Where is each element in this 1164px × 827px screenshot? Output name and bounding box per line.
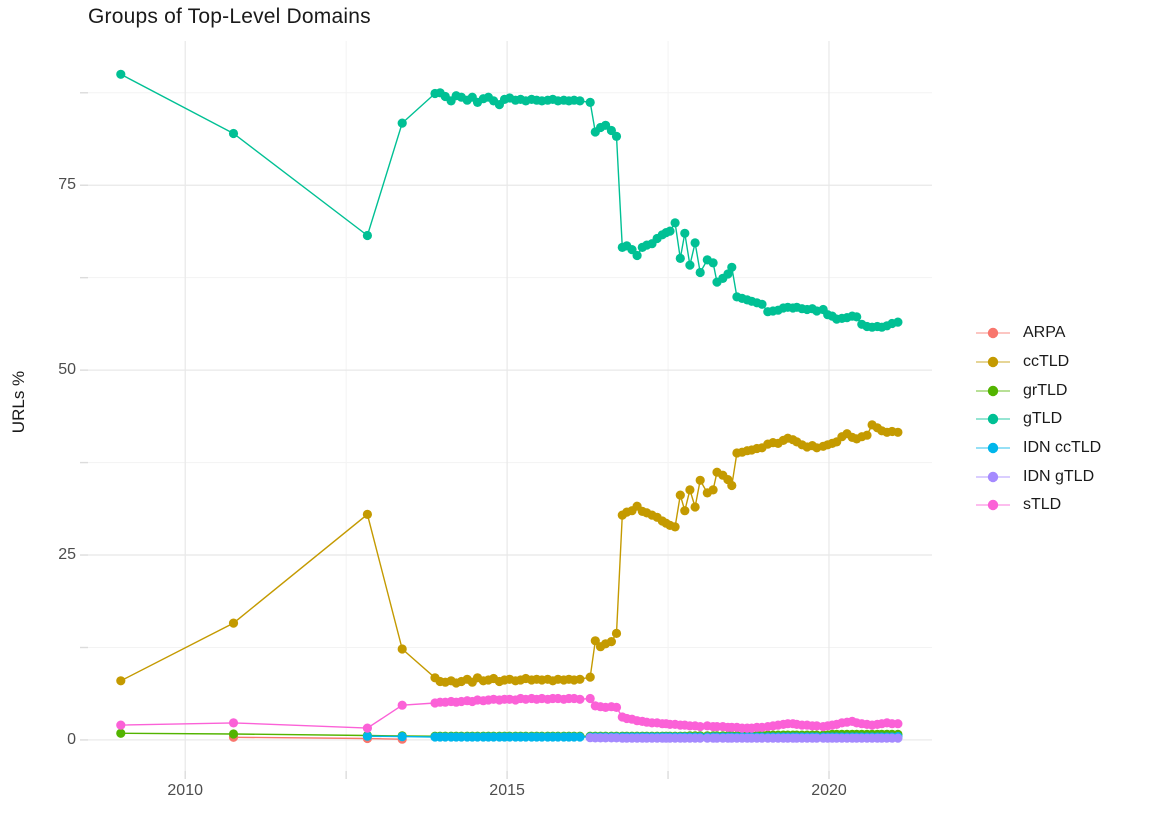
series-idn-gtld: [585, 733, 903, 743]
chart-title: Groups of Top-Level Domains: [88, 5, 371, 28]
y-axis-title: URLs %: [9, 370, 28, 434]
legend-item-stld: sTLD: [976, 491, 1101, 520]
legend-item-cctld: ccTLD: [976, 348, 1101, 377]
legend-key-arpa-icon: [976, 328, 1010, 339]
series-gtld: [116, 69, 903, 332]
legend-item-idn-gtld: IDN gTLD: [976, 462, 1101, 491]
legend-label: ccTLD: [1023, 353, 1070, 371]
legend-key-idn-cctld-icon: [976, 442, 1010, 454]
legend-key-grtld-icon: [976, 385, 1010, 396]
legend-label: IDN ccTLD: [1023, 439, 1102, 457]
grid-minor: [88, 41, 932, 771]
y-tick-label-50: 50: [58, 361, 76, 379]
legend-item-idn-cctld: IDN ccTLD: [976, 434, 1101, 463]
grid-major: [88, 41, 932, 771]
y-tick-label-0: 0: [67, 730, 76, 748]
legend-key-stld-icon: [976, 500, 1010, 511]
y-tick-label-25: 25: [58, 546, 76, 564]
legend-key-idn-gtld-icon: [976, 471, 1010, 482]
series-stld: [116, 693, 903, 733]
legend-item-gtld: gTLD: [976, 405, 1101, 434]
legend: ARPA ccTLD grTLD gTLD IDN ccTLD IDN gTLD sTLD: [976, 319, 1101, 520]
legend-key-gtld-icon: [976, 414, 1010, 425]
x-tick-label-2010: 2010: [167, 782, 203, 799]
x-tick-label-2015: 2015: [489, 782, 525, 799]
axis-ticks: [80, 92, 830, 779]
legend-label: ARPA: [1023, 324, 1066, 342]
legend-key-cctld-icon: [976, 356, 1010, 368]
legend-label: IDN gTLD: [1023, 467, 1095, 485]
legend-label: sTLD: [1023, 496, 1062, 514]
legend-label: gTLD: [1023, 410, 1063, 428]
legend-item-grtld: grTLD: [976, 376, 1101, 405]
x-tick-label-2020: 2020: [811, 782, 847, 799]
legend-label: grTLD: [1023, 381, 1068, 399]
legend-item-arpa: ARPA: [976, 319, 1101, 348]
y-tick-label-75: 75: [58, 176, 76, 194]
series-cctld: [116, 420, 903, 688]
